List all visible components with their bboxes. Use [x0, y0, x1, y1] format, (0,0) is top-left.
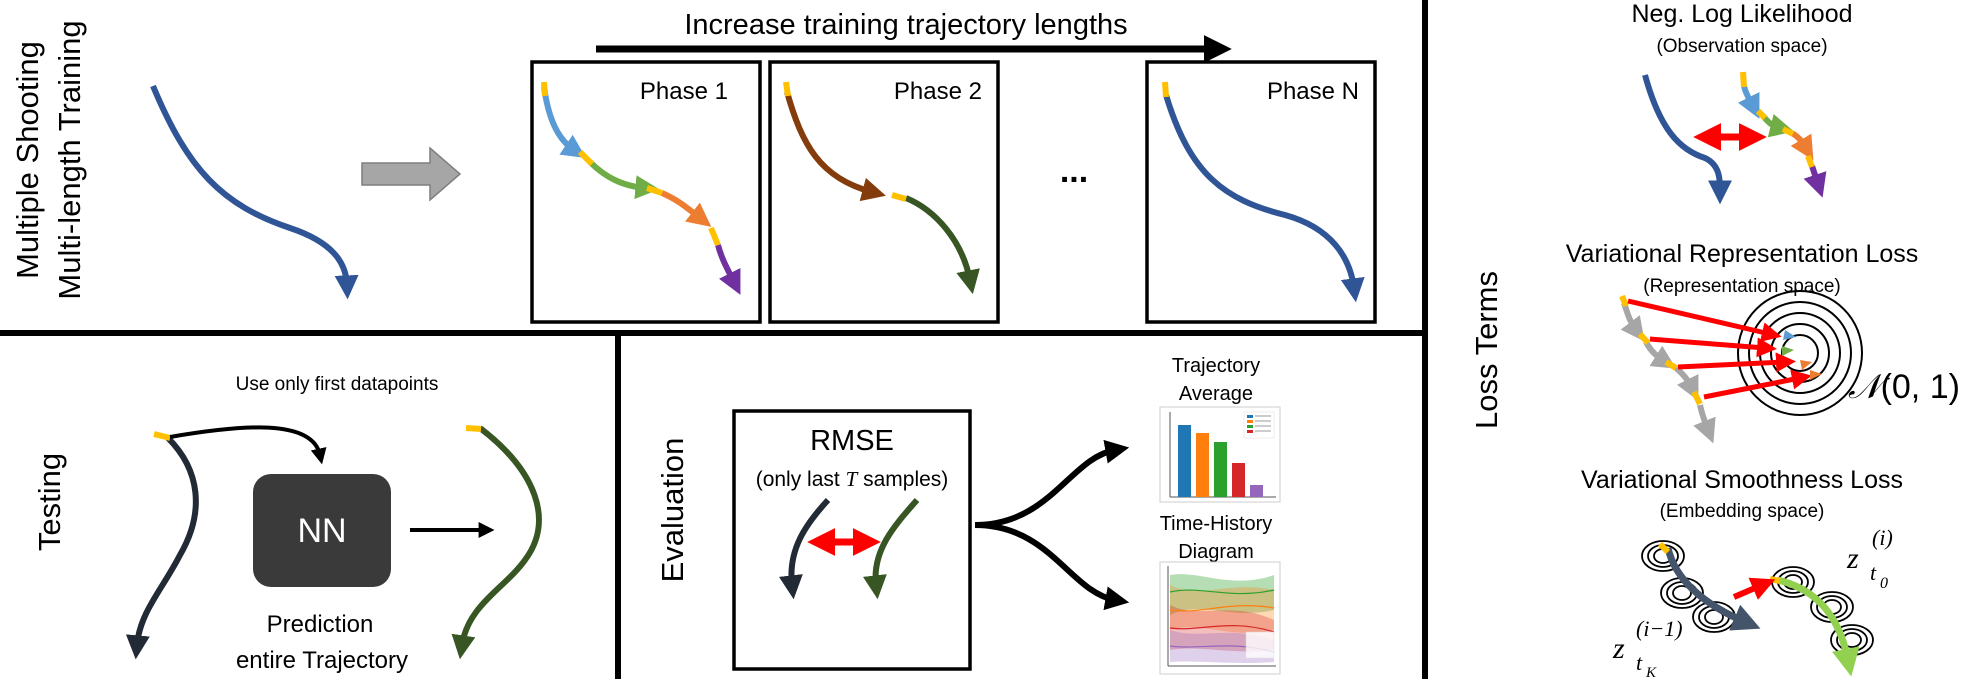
z-next-sup: (i) [1872, 525, 1893, 550]
testing-note: Use only first datapoints [236, 374, 439, 395]
thumb-bar-3 [1214, 442, 1227, 497]
vrl-red-arrows [1627, 298, 1812, 400]
prediction-label-2: entire Trajectory [236, 647, 408, 674]
trajectory-average-label-2: Average [1179, 383, 1253, 405]
phase-n-label: Phase N [1267, 78, 1359, 105]
thumb-bar-1 [1178, 425, 1191, 497]
full-trajectory-curve [150, 84, 359, 300]
nll-true-curve [1642, 74, 1732, 205]
loss-terms-section: Loss Terms Neg. Log Likelihood (Observat… [1469, 0, 1960, 681]
vrl-gaussian-rings [1737, 290, 1863, 416]
rmse-true-curve [778, 497, 831, 600]
evaluation-side-label: Evaluation [655, 438, 690, 583]
predicted-trajectory-curve [451, 425, 542, 660]
nll-pred-segments [1737, 71, 1827, 198]
z-next-subsub: 0 [1880, 575, 1888, 592]
phase-ellipsis: ... [1060, 152, 1088, 190]
training-section: Multiple Shooting Multi-length Training … [10, 9, 1377, 324]
vsl-title: Variational Smoothness Loss [1581, 466, 1903, 494]
vrl-title: Variational Representation Loss [1566, 240, 1919, 268]
rmse-title: RMSE [810, 425, 894, 457]
evaluation-section: Evaluation RMSE (only last T samples) Tr… [655, 355, 1281, 675]
nn-label: NN [297, 512, 346, 550]
section-dividers [0, 0, 1428, 679]
loss-side-label: Loss Terms [1469, 271, 1504, 429]
training-header: Increase training trajectory lengths [684, 9, 1127, 41]
trajectory-average-label-1: Trajectory [1172, 355, 1260, 377]
rmse-pred-curve [862, 498, 920, 600]
trajectory-average-thumbnail [1159, 406, 1281, 503]
z-prev-sup: (i−1) [1636, 616, 1683, 641]
thumb-bar-2 [1196, 433, 1209, 497]
normal-distribution-label: 𝒩(0, 1) [1848, 368, 1960, 406]
first-datapoints-arrow [169, 425, 327, 465]
time-history-label-2: Diagram [1178, 541, 1254, 563]
vrl-subtitle: (Representation space) [1643, 276, 1841, 297]
fork-arrow-up [974, 439, 1130, 528]
phase-2-label: Phase 2 [894, 78, 982, 105]
training-side-label-2: Multi-length Training [52, 20, 87, 299]
phase-1-label: Phase 1 [640, 78, 728, 105]
z-prev-sub: t [1636, 650, 1643, 675]
vsl-subtitle: (Embedding space) [1660, 501, 1825, 522]
vsl-smoothness-arrow [1732, 577, 1776, 600]
block-arrow [361, 146, 462, 202]
thumb-bar-4 [1232, 463, 1245, 497]
input-trajectory-curve [125, 435, 199, 660]
z-prev-label: z [1612, 632, 1625, 665]
nll-title: Neg. Log Likelihood [1632, 0, 1853, 28]
phase-2-panel: Phase 2 [768, 60, 1000, 324]
nll-subtitle: (Observation space) [1656, 36, 1827, 57]
training-side-label-1: Multiple Shooting [10, 41, 45, 279]
rmse-subtitle: (only last T samples) [756, 467, 949, 491]
prediction-label-1: Prediction [267, 611, 374, 638]
z-next-label: z [1846, 542, 1859, 575]
fork-arrow-down [974, 522, 1130, 611]
thumb-bar-5 [1250, 485, 1263, 497]
vsl-next-trajectory [1777, 576, 1860, 677]
testing-side-label: Testing [32, 453, 67, 551]
time-history-thumbnail [1159, 561, 1281, 675]
vrl-latent-points [1782, 330, 1822, 380]
phase-n-panel: Phase N [1145, 60, 1377, 324]
z-prev-subsub: K [1645, 665, 1657, 679]
vrl-yellow-markers [1619, 294, 1703, 406]
testing-section: Testing Use only first datapoints NN Pre… [32, 374, 542, 674]
vsl-prev-trajectory [1664, 547, 1761, 631]
z-next-sub: t [1870, 560, 1877, 585]
phase-1-panel: Phase 1 [530, 60, 762, 324]
time-history-label-1: Time-History [1160, 513, 1273, 535]
nn-box [253, 474, 391, 587]
